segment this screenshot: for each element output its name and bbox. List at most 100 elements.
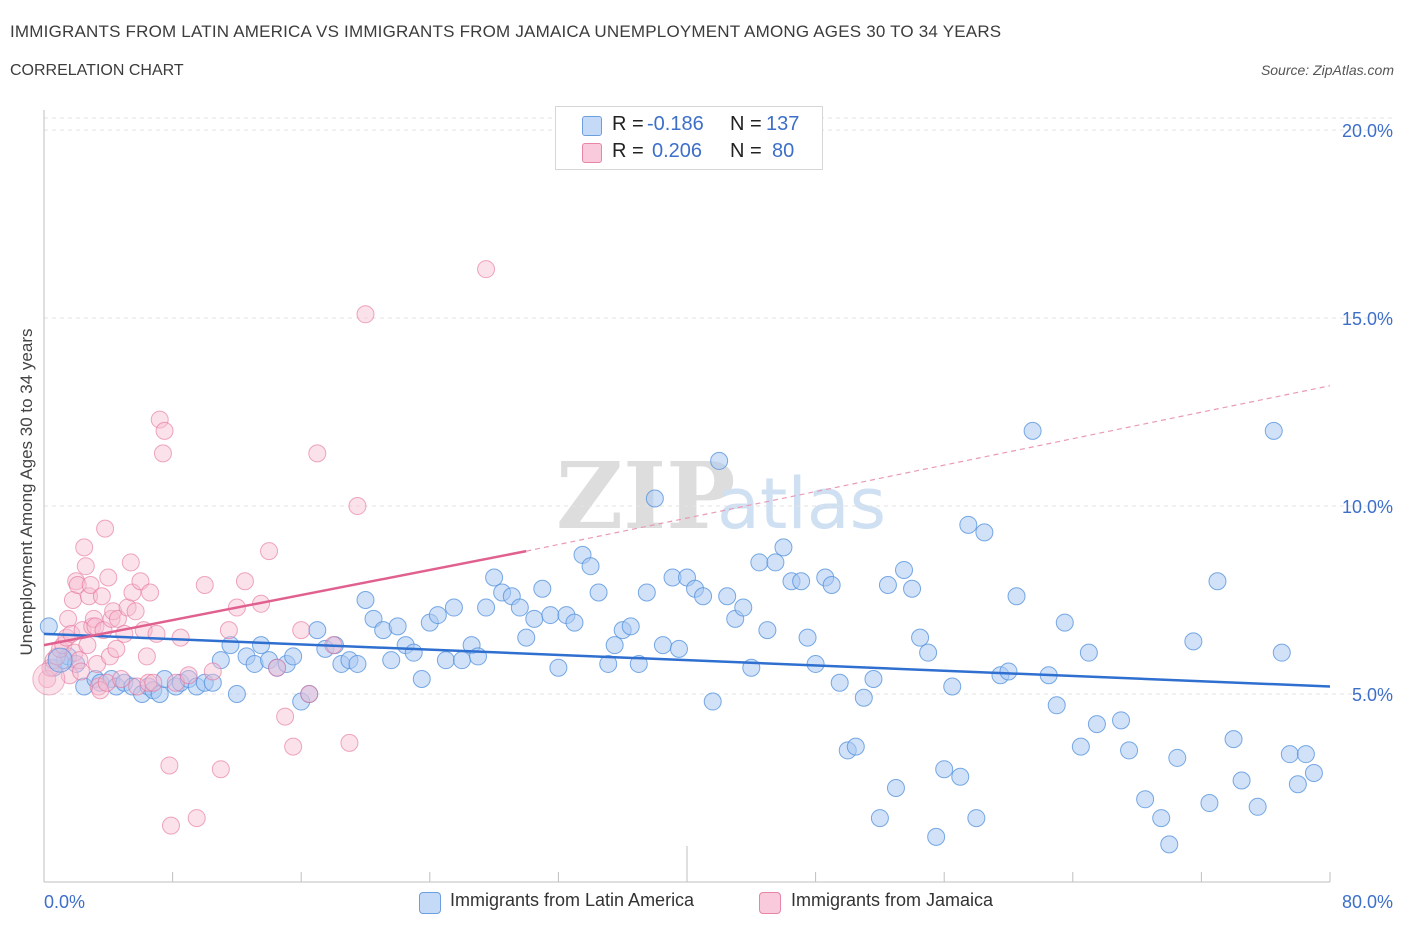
- latin-america-point: [1112, 711, 1131, 730]
- latin-america-point: [806, 654, 825, 673]
- latin-america-point: [1232, 771, 1251, 790]
- latin-america-point: [388, 617, 407, 636]
- latin-america-point: [935, 760, 954, 779]
- legend-r-value: 0.206: [652, 140, 703, 162]
- latin-america-point: [599, 654, 618, 673]
- jamaica-trendline: [43, 549, 527, 647]
- jamaica-point: [477, 260, 496, 279]
- jamaica-point: [300, 685, 319, 704]
- latin-america-point: [895, 560, 914, 579]
- jamaica-point: [100, 647, 119, 666]
- jamaica-point: [219, 621, 238, 640]
- latin-america-point: [1168, 748, 1187, 767]
- jamaica-point: [235, 572, 254, 591]
- latin-america-point: [485, 568, 504, 587]
- legend-r-label: R =: [612, 140, 644, 162]
- latin-america-point: [452, 651, 471, 670]
- latin-america-point: [428, 606, 447, 625]
- y-tick-label: 20.0%: [1342, 121, 1393, 141]
- latin-america-point: [792, 572, 811, 591]
- latin-america-point: [1264, 421, 1283, 440]
- latin-america-point: [444, 598, 463, 617]
- jamaica-point: [107, 639, 126, 658]
- latin-america-point: [1152, 809, 1171, 828]
- latin-america-point: [477, 598, 496, 617]
- latin-america-point: [1288, 775, 1307, 794]
- jamaica-point: [284, 737, 303, 756]
- bottom-legend-swatch-latin: [419, 892, 441, 914]
- jamaica-point: [161, 816, 180, 835]
- legend-n-label: N =: [730, 140, 762, 162]
- jamaica-point: [38, 669, 57, 688]
- latin-america-point: [1184, 632, 1203, 651]
- jamaica-point: [348, 497, 367, 516]
- latin-america-point: [1047, 696, 1066, 715]
- y-axis-title: Unemployment Among Ages 30 to 34 years: [17, 329, 36, 656]
- legend-n-value: 137: [766, 113, 800, 135]
- legend-r-value: -0.186: [647, 113, 704, 135]
- latin-america-point: [718, 587, 737, 606]
- latin-america-point: [39, 617, 58, 636]
- watermark-zip: ZIP: [556, 442, 735, 550]
- latin-america-point: [694, 587, 713, 606]
- latin-america-point: [703, 692, 722, 711]
- latin-america-point: [870, 809, 889, 828]
- y-tick-label: 15.0%: [1342, 309, 1393, 329]
- jamaica-point: [268, 658, 287, 677]
- jamaica-point: [292, 621, 311, 640]
- latin-america-point: [864, 669, 883, 688]
- bottom-legend-latin: Immigrants from Latin America: [450, 890, 695, 910]
- latin-america-point: [967, 809, 986, 828]
- latin-america-point: [1071, 737, 1090, 756]
- latin-america-point: [284, 647, 303, 666]
- latin-america-point: [348, 654, 367, 673]
- jamaica-point: [153, 444, 172, 463]
- correlation-legend: R = -0.186 N = 137 R = 0.206 N = 80: [555, 106, 823, 170]
- latin-america-point: [1224, 730, 1243, 749]
- latin-america-point: [252, 636, 271, 655]
- jamaica-point: [260, 542, 279, 561]
- legend-n-value: 80: [772, 140, 795, 162]
- chart-title: IMMIGRANTS FROM LATIN AMERICA VS IMMIGRA…: [10, 22, 1002, 41]
- jamaica-point: [81, 575, 100, 594]
- latin-america-point: [846, 737, 865, 756]
- latin-america-point: [645, 489, 664, 508]
- jamaica-point: [71, 662, 90, 681]
- latin-america-point: [1296, 745, 1315, 764]
- jamaica-point: [126, 602, 145, 621]
- legend-r-label: R =: [612, 113, 644, 135]
- jamaica-point: [308, 444, 327, 463]
- jamaica-point: [91, 681, 110, 700]
- latin-america-point: [436, 651, 455, 670]
- jamaica-point: [121, 553, 140, 572]
- jamaica-point: [63, 591, 82, 610]
- jamaica-point: [139, 673, 158, 692]
- y-tick-label: 10.0%: [1342, 497, 1393, 517]
- latin-america-point: [830, 673, 849, 692]
- x-tick-label: 80.0%: [1342, 892, 1393, 912]
- latin-america-point: [621, 617, 640, 636]
- latin-america-point: [581, 557, 600, 576]
- jamaica-point: [187, 809, 206, 828]
- jamaica-point: [112, 669, 131, 688]
- latin-america-point: [1248, 797, 1267, 816]
- latin-america-trendline: [43, 632, 1331, 688]
- jamaica-point: [80, 587, 99, 606]
- latin-america-point: [525, 609, 544, 628]
- latin-america-point: [510, 598, 529, 617]
- latin-america-point: [854, 688, 873, 707]
- latin-america-point: [1136, 790, 1155, 809]
- jamaica-point: [141, 583, 160, 602]
- legend-swatch-latin: [582, 116, 602, 136]
- latin-america-point: [1208, 572, 1227, 591]
- latin-america-point: [221, 636, 240, 655]
- latin-america-point: [653, 636, 672, 655]
- jamaica-point: [92, 587, 111, 606]
- latin-america-point: [1055, 613, 1074, 632]
- latin-america-point: [605, 636, 624, 655]
- jamaica-point: [78, 636, 97, 655]
- jamaica-point: [59, 609, 78, 628]
- latin-america-point: [412, 669, 431, 688]
- jamaica-point: [99, 568, 118, 587]
